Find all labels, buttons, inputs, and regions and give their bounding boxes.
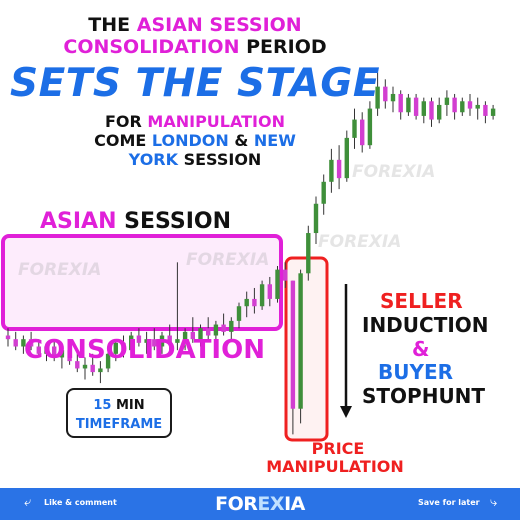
bullish-candle bbox=[198, 328, 203, 340]
curved-arrow-icon: ⤷ bbox=[490, 495, 498, 510]
bearish-candle bbox=[336, 159, 342, 179]
bullish-candle bbox=[175, 339, 180, 343]
bearish-candle bbox=[413, 97, 419, 116]
bearish-candle bbox=[360, 119, 365, 146]
bullish-candle bbox=[406, 97, 411, 113]
buyer-label: BUYER bbox=[378, 360, 454, 384]
bullish-candle bbox=[213, 324, 219, 336]
stophunt-label: STOPHUNT bbox=[362, 384, 486, 408]
bullish-candle bbox=[329, 159, 334, 182]
bullish-candle bbox=[144, 339, 149, 343]
bullish-candle bbox=[437, 104, 442, 120]
headline-main: SETS THE STAGE bbox=[10, 61, 380, 106]
bullish-candle bbox=[375, 86, 380, 109]
bullish-candle bbox=[421, 101, 426, 116]
bearish-candle bbox=[28, 339, 34, 347]
bearish-candle bbox=[483, 104, 488, 116]
candles-group bbox=[5, 72, 496, 435]
bullish-candle bbox=[159, 335, 165, 347]
bearish-candle bbox=[136, 335, 142, 343]
bearish-candle bbox=[13, 339, 18, 347]
down-arrow bbox=[340, 284, 352, 418]
watermark: FOREXIA bbox=[352, 162, 436, 182]
bullish-candle bbox=[182, 331, 188, 340]
subhead-line-1: FOR MANIPULATION bbox=[105, 112, 285, 131]
bullish-candle bbox=[460, 101, 465, 113]
bullish-candle bbox=[275, 269, 280, 299]
induction-label: INDUCTION bbox=[362, 313, 489, 337]
watermark: FOREXIA bbox=[318, 232, 402, 252]
price-label: PRICE bbox=[311, 439, 365, 458]
timeframe-word: TIMEFRAME bbox=[75, 417, 163, 432]
bullish-candle bbox=[306, 233, 311, 274]
bearish-candle bbox=[221, 324, 226, 332]
headline-line-1: THE ASIAN SESSION bbox=[88, 14, 302, 36]
watermark: FOREXIA bbox=[18, 260, 102, 280]
subhead-line-3: YORK SESSION bbox=[128, 150, 262, 169]
bearish-candle bbox=[121, 342, 126, 351]
bearish-candle bbox=[75, 361, 80, 369]
bearish-candle bbox=[452, 97, 457, 113]
bearish-candle bbox=[290, 280, 296, 409]
bearish-candle bbox=[5, 335, 11, 340]
bullish-candle bbox=[390, 93, 396, 102]
bearish-candle bbox=[167, 335, 172, 343]
curved-arrow-icon: ⤶ bbox=[24, 495, 32, 510]
bearish-candle bbox=[67, 350, 72, 362]
bearish-candle bbox=[398, 93, 403, 113]
bullish-candle bbox=[21, 339, 26, 347]
ampersand-label: & bbox=[412, 337, 430, 361]
bearish-candle bbox=[252, 298, 257, 307]
brand-logo: FOREXIA bbox=[215, 493, 305, 515]
bearish-candle bbox=[206, 328, 211, 336]
headline-line-2: CONSOLIDATION PERIOD bbox=[63, 36, 327, 58]
bullish-candle bbox=[313, 203, 319, 234]
bullish-candle bbox=[113, 342, 118, 354]
bullish-candle bbox=[352, 119, 357, 138]
bullish-candle bbox=[475, 104, 480, 109]
bullish-candle bbox=[236, 306, 242, 321]
bullish-candle bbox=[298, 273, 303, 409]
bearish-candle bbox=[467, 101, 473, 109]
bullish-candle bbox=[98, 368, 103, 373]
seller-label: SELLER bbox=[380, 289, 463, 313]
like-comment-text: Like & comment bbox=[44, 498, 117, 507]
bullish-candle bbox=[490, 108, 496, 116]
bearish-candle bbox=[52, 346, 57, 358]
bearish-candle bbox=[383, 86, 388, 102]
asian-session-box bbox=[1, 234, 283, 331]
bearish-candle bbox=[267, 284, 272, 299]
timeframe-value: 15 MIN bbox=[93, 398, 145, 413]
bearish-candle bbox=[36, 346, 41, 354]
watermark: FOREXIA bbox=[186, 250, 270, 270]
bullish-candle bbox=[444, 97, 450, 105]
bearish-candle bbox=[190, 331, 195, 340]
bearish-candle bbox=[283, 269, 288, 281]
bullish-candle bbox=[44, 346, 49, 354]
bullish-candle bbox=[129, 335, 134, 351]
bearish-candle bbox=[90, 364, 95, 373]
asian-session-label: ASIAN SESSION bbox=[40, 209, 232, 234]
bullish-candle bbox=[321, 181, 326, 204]
bullish-candle bbox=[59, 350, 65, 358]
bullish-candle bbox=[367, 108, 373, 146]
bearish-candle bbox=[152, 339, 157, 347]
consolidation-label: CONSOLIDATION bbox=[24, 335, 265, 365]
timeframe-box bbox=[66, 388, 172, 438]
footer-bar bbox=[0, 488, 520, 520]
subhead-line-2: COME LONDON & NEW bbox=[94, 131, 296, 150]
bullish-candle bbox=[244, 298, 249, 307]
bullish-candle bbox=[82, 364, 88, 369]
manipulation-label: MANIPULATION bbox=[266, 457, 404, 476]
bullish-candle bbox=[344, 137, 349, 179]
bearish-candle bbox=[429, 101, 434, 120]
bullish-candle bbox=[259, 284, 265, 307]
save-later-text: Save for later bbox=[418, 498, 480, 507]
bullish-candle bbox=[105, 353, 111, 369]
bullish-candle bbox=[229, 320, 234, 332]
